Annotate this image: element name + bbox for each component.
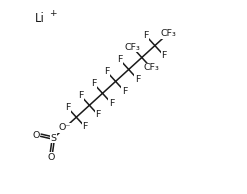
Text: F: F — [135, 75, 140, 84]
Text: Li: Li — [35, 11, 45, 24]
Text: F: F — [96, 110, 101, 120]
Text: CF₃: CF₃ — [143, 63, 159, 72]
Text: O: O — [48, 153, 55, 162]
Text: O⁻: O⁻ — [58, 123, 71, 133]
Text: CF₃: CF₃ — [124, 43, 141, 52]
Text: F: F — [109, 99, 114, 107]
Text: F: F — [78, 91, 83, 100]
Text: O: O — [33, 131, 40, 140]
Text: F: F — [122, 87, 127, 96]
Text: F: F — [91, 79, 96, 88]
Text: +: + — [49, 9, 57, 18]
Text: S: S — [50, 134, 56, 143]
Text: F: F — [104, 67, 109, 76]
Text: F: F — [117, 55, 123, 64]
Text: CF₃: CF₃ — [160, 29, 176, 38]
Text: F: F — [82, 122, 88, 131]
Text: F: F — [161, 51, 166, 60]
Text: F: F — [65, 103, 70, 112]
Text: F: F — [144, 31, 149, 40]
